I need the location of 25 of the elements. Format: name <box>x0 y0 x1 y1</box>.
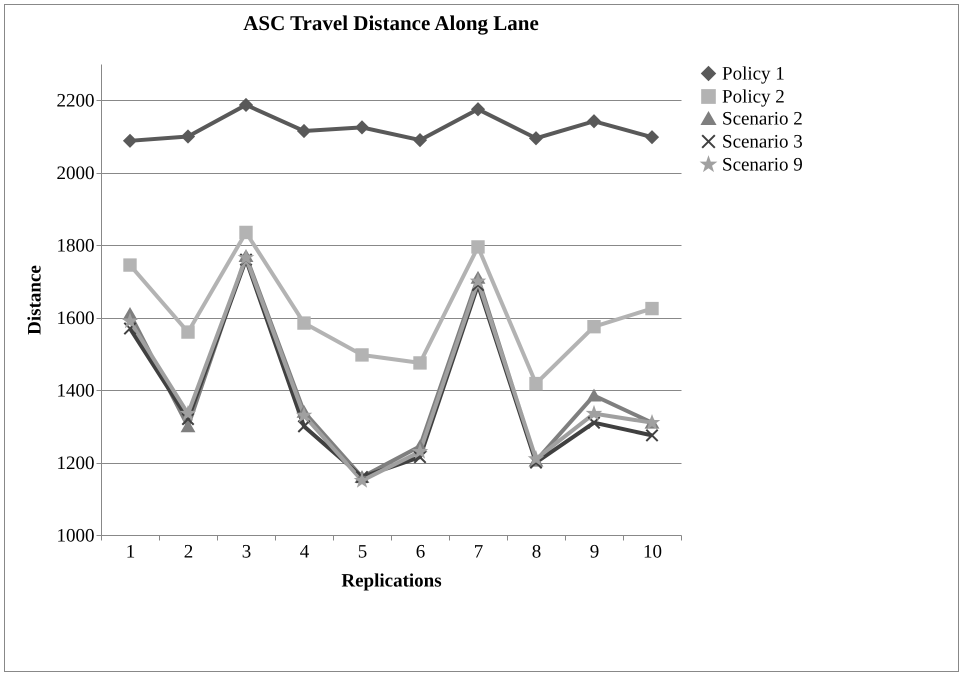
chart-title: ASC Travel Distance Along Lane <box>243 11 539 35</box>
x-tick-label: 7 <box>474 542 484 562</box>
legend-label: Scenario 3 <box>722 132 803 152</box>
x-tick-label: 8 <box>532 542 542 562</box>
y-tick-label: 1600 <box>56 308 94 330</box>
legend-label: Scenario 9 <box>722 154 803 176</box>
x-tick-label: 9 <box>590 542 600 562</box>
y-axis-title: Distance <box>24 265 46 335</box>
legend-label: Policy 2 <box>722 86 785 108</box>
x-tick-label: 10 <box>643 542 662 562</box>
x-tick-label: 4 <box>300 542 310 562</box>
y-tick-label: 2200 <box>56 90 94 112</box>
legend-label: Scenario 2 <box>722 108 803 130</box>
x-tick-label: 6 <box>416 542 426 562</box>
x-tick-label: 5 <box>358 542 368 562</box>
y-tick-label: 1200 <box>56 453 94 474</box>
y-tick-label: 2000 <box>56 163 94 184</box>
x-axis-title: Replications <box>341 570 442 592</box>
x-tick-label: 3 <box>242 542 252 562</box>
x-tick-label: 1 <box>126 542 136 562</box>
x-tick-label: 2 <box>184 542 194 562</box>
y-tick-label: 1000 <box>56 526 94 546</box>
y-tick-label: 1400 <box>56 380 94 402</box>
legend-label: Policy 1 <box>722 64 785 84</box>
y-tick-label: 1800 <box>56 236 94 257</box>
